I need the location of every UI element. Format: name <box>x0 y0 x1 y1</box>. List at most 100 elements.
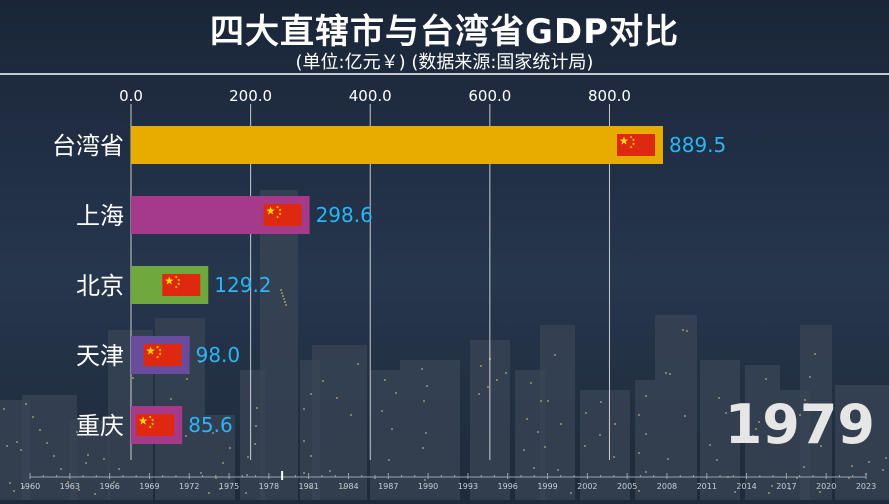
skyline-window <box>803 466 805 468</box>
skyline-window <box>310 393 312 395</box>
skyline-window <box>667 458 669 460</box>
skyline-building <box>635 380 655 500</box>
skyline-window <box>570 492 572 494</box>
skyline-window <box>60 468 62 470</box>
skyline-window <box>771 485 773 487</box>
skyline-window <box>765 378 767 380</box>
skyline-window <box>885 457 887 459</box>
skyline-window <box>599 434 601 436</box>
skyline-window <box>796 477 798 479</box>
skyline-window <box>395 392 397 394</box>
skyline-window <box>665 372 667 374</box>
skyline-window <box>303 472 305 474</box>
value-label: 298.6 <box>316 203 373 227</box>
china-flag-icon <box>136 414 175 436</box>
skyline-window <box>669 373 671 375</box>
skyline-building <box>580 390 630 500</box>
skyline-window <box>638 452 640 454</box>
skyline-building <box>260 190 298 500</box>
skyline-window <box>537 431 539 433</box>
skyline-window <box>584 445 586 447</box>
skyline-window <box>682 329 684 331</box>
skyline-window <box>638 414 640 416</box>
skyline-window <box>46 442 48 444</box>
flag-star-icon <box>278 212 282 216</box>
timeline-year-label: 1990 <box>418 482 438 491</box>
flag-star-icon <box>276 215 280 219</box>
skyline-window <box>87 454 89 456</box>
skyline-window <box>530 382 532 384</box>
timeline-year-label: 1978 <box>259 482 279 491</box>
value-label: 98.0 <box>196 343 241 367</box>
skyline-window <box>554 354 556 356</box>
skyline-building <box>370 370 400 500</box>
skyline-window <box>423 400 425 402</box>
skyline-window <box>758 421 760 423</box>
skyline-window <box>547 400 549 402</box>
skyline-window <box>32 416 34 418</box>
flag-star-icon <box>632 138 636 142</box>
skyline-window <box>322 380 324 382</box>
category-label: 重庆 <box>76 412 124 440</box>
skyline-window <box>303 440 305 442</box>
value-label: 889.5 <box>669 133 726 157</box>
skyline-window <box>281 292 283 294</box>
skyline-window <box>496 379 498 381</box>
chart-title: 四大直辖市与台湾省GDP对比 <box>209 12 680 52</box>
skyline-window <box>391 428 393 430</box>
skyline-window <box>256 407 258 409</box>
skyline-building <box>400 360 460 500</box>
skyline-window <box>303 408 305 410</box>
skyline-window <box>799 414 801 416</box>
skyline-window <box>208 492 210 494</box>
skyline-window <box>76 431 78 433</box>
skyline-window <box>200 472 202 474</box>
skyline-window <box>734 491 736 493</box>
flag-star-icon <box>276 205 280 209</box>
skyline-window <box>185 435 187 437</box>
skyline-window <box>6 445 8 447</box>
timeline-year-label: 2017 <box>776 482 796 491</box>
skyline-window <box>9 482 11 484</box>
timeline-year-label: 2011 <box>697 482 717 491</box>
skyline-window <box>381 410 383 412</box>
skyline-window <box>819 491 821 493</box>
x-tick-label: 400.0 <box>349 87 392 105</box>
skyline-window <box>792 425 794 427</box>
skyline-window <box>3 408 5 410</box>
skyline-window <box>13 490 15 492</box>
skyline-window <box>814 353 816 355</box>
skyline-window <box>868 461 870 463</box>
skyline-window <box>540 400 542 402</box>
skyline-window <box>118 468 120 470</box>
skyline-window <box>557 469 559 471</box>
skyline-window <box>280 289 282 291</box>
timeline-year-label: 2002 <box>577 482 597 491</box>
skyline-window <box>882 469 884 471</box>
skyline-window <box>544 446 546 448</box>
flag-star-icon <box>158 352 162 356</box>
skyline-window <box>212 432 214 434</box>
bar-taiwan <box>131 126 663 164</box>
skyline-window <box>219 488 221 490</box>
category-label: 天津 <box>76 342 124 370</box>
skyline-window <box>716 459 718 461</box>
x-tick-label: 600.0 <box>468 87 511 105</box>
timeline-year-label: 1975 <box>219 482 239 491</box>
skyline-window <box>25 403 27 405</box>
skyline-window <box>768 492 770 494</box>
timeline-year-label: 1963 <box>60 482 80 491</box>
skyline-window <box>424 479 426 481</box>
flag-star-icon <box>138 416 148 425</box>
flag-star-icon <box>177 282 181 286</box>
skyline-window <box>247 456 249 458</box>
skyline-window <box>686 330 688 332</box>
skyline-window <box>229 447 231 449</box>
skyline-window <box>645 395 647 397</box>
category-label: 上海 <box>76 202 124 230</box>
skyline-window <box>388 459 390 461</box>
skyline-window <box>350 414 352 416</box>
skyline-window <box>343 487 345 489</box>
skyline-window <box>614 423 616 425</box>
